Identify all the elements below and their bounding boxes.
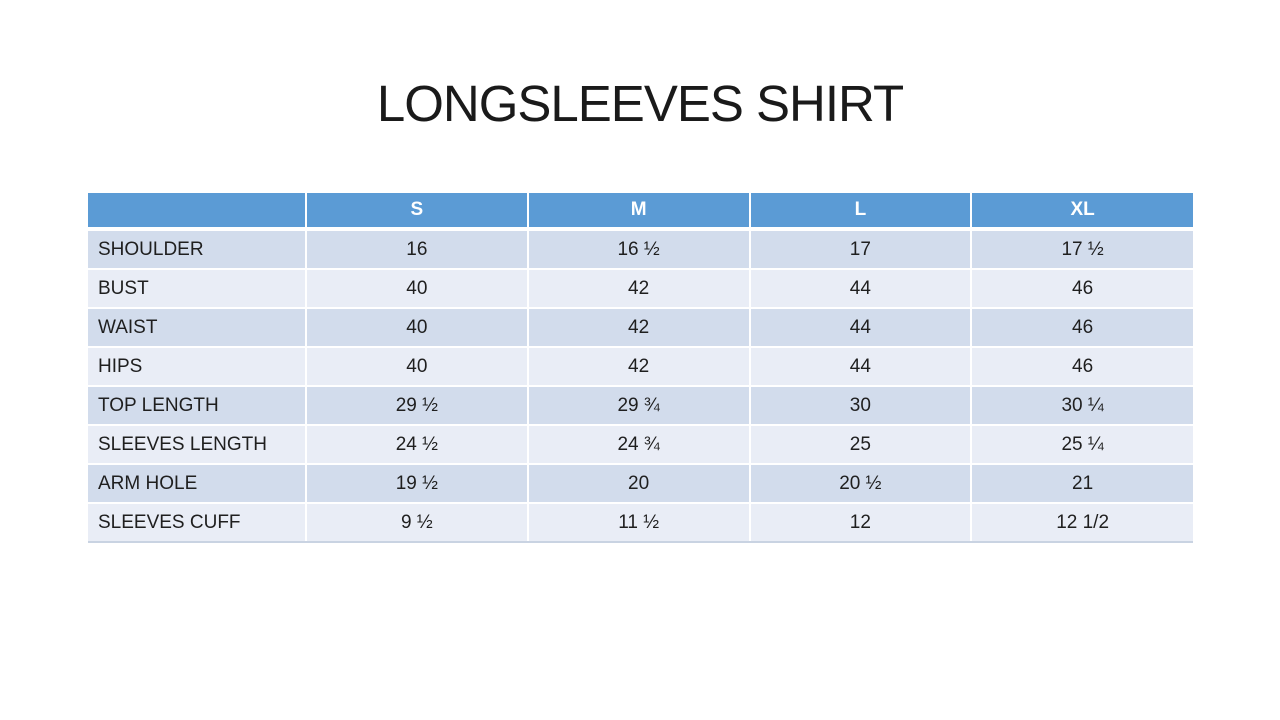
size-value: 29 ½ <box>305 385 529 426</box>
size-value: 9 ½ <box>305 502 529 543</box>
size-value: 17 <box>748 228 973 270</box>
size-value: 30 ¼ <box>970 385 1193 426</box>
row-label: HIPS <box>88 346 307 387</box>
row-label: ARM HOLE <box>88 463 307 504</box>
page-title: LONGSLEEVES SHIRT <box>376 75 904 132</box>
row-label: WAIST <box>88 307 307 348</box>
size-value: 40 <box>305 346 529 387</box>
column-header-xl: XL <box>970 193 1193 231</box>
column-header-m: M <box>526 193 751 231</box>
table-row: HIPS 40 42 44 46 <box>88 346 1193 387</box>
size-value: 42 <box>526 307 751 348</box>
size-value: 21 <box>970 463 1193 504</box>
column-header-l: L <box>748 193 973 231</box>
table-row: SLEEVES LENGTH 24 ½ 24 ¾ 25 25 ¼ <box>88 424 1193 465</box>
size-value: 24 ¾ <box>526 424 751 465</box>
size-value: 16 <box>305 228 529 270</box>
size-value: 17 ½ <box>970 228 1193 270</box>
size-value: 46 <box>970 268 1193 309</box>
size-value: 40 <box>305 307 529 348</box>
size-value: 25 <box>748 424 973 465</box>
size-value: 12 1/2 <box>970 502 1193 543</box>
size-chart-table: S M L XL SHOULDER 16 16 ½ 17 17 ½ BUST 4… <box>88 193 1193 543</box>
row-label: SHOULDER <box>88 228 307 270</box>
table-row: BUST 40 42 44 46 <box>88 268 1193 309</box>
size-value: 20 ½ <box>748 463 973 504</box>
size-value: 44 <box>748 307 973 348</box>
size-value: 44 <box>748 268 973 309</box>
size-value: 42 <box>526 346 751 387</box>
size-value: 46 <box>970 346 1193 387</box>
table-row: SHOULDER 16 16 ½ 17 17 ½ <box>88 228 1193 270</box>
table-row: SLEEVES CUFF 9 ½ 11 ½ 12 12 1/2 <box>88 502 1193 543</box>
size-value: 42 <box>526 268 751 309</box>
size-value: 19 ½ <box>305 463 529 504</box>
table-row: ARM HOLE 19 ½ 20 20 ½ 21 <box>88 463 1193 504</box>
row-label: SLEEVES LENGTH <box>88 424 307 465</box>
row-label: TOP LENGTH <box>88 385 307 426</box>
size-value: 12 <box>748 502 973 543</box>
corner-header-cell <box>88 193 307 231</box>
size-value: 16 ½ <box>526 228 751 270</box>
row-label: BUST <box>88 268 307 309</box>
table-row: WAIST 40 42 44 46 <box>88 307 1193 348</box>
table-header-row: S M L XL <box>88 193 1193 231</box>
size-value: 20 <box>526 463 751 504</box>
column-header-s: S <box>305 193 529 231</box>
row-label: SLEEVES CUFF <box>88 502 307 543</box>
size-value: 30 <box>748 385 973 426</box>
size-value: 25 ¼ <box>970 424 1193 465</box>
size-value: 29 ¾ <box>526 385 751 426</box>
size-value: 24 ½ <box>305 424 529 465</box>
size-value: 40 <box>305 268 529 309</box>
size-value: 11 ½ <box>526 502 751 543</box>
table-row: TOP LENGTH 29 ½ 29 ¾ 30 30 ¼ <box>88 385 1193 426</box>
size-value: 44 <box>748 346 973 387</box>
size-value: 46 <box>970 307 1193 348</box>
